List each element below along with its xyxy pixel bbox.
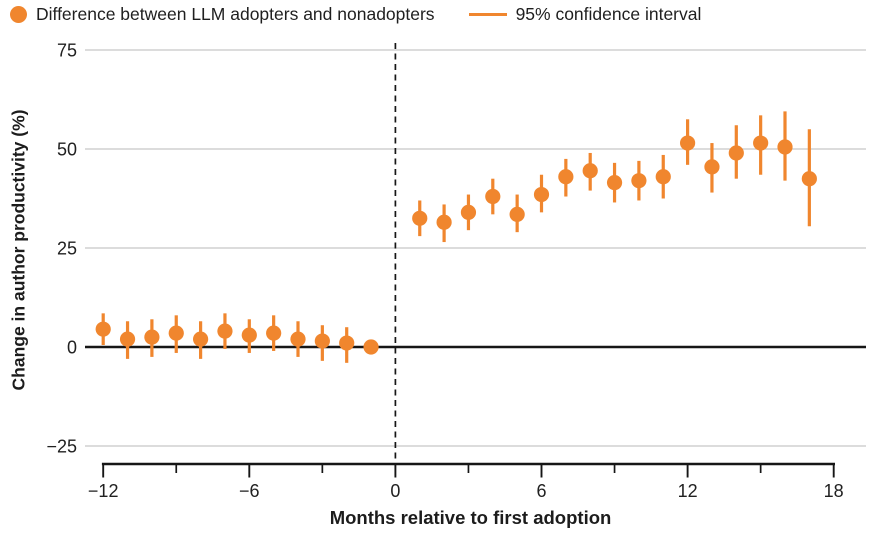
x-tick-label-12: 12 xyxy=(678,481,698,501)
data-point-month3 xyxy=(460,204,477,220)
data-point-month5 xyxy=(509,206,525,222)
data-point-month7 xyxy=(558,169,574,185)
data-point-month-8 xyxy=(193,331,209,347)
data-point-month-7 xyxy=(217,323,233,339)
x-tick-label-18: 18 xyxy=(824,481,844,501)
data-point-month16 xyxy=(777,139,793,155)
data-point-month14 xyxy=(728,145,744,161)
data-point-month-10 xyxy=(144,329,160,345)
data-point-month-1 xyxy=(363,339,379,355)
legend-difference-label: Difference between LLM adopters and nona… xyxy=(36,4,435,24)
data-point-month-4 xyxy=(290,331,306,347)
x-tick-label-0: 0 xyxy=(390,481,400,501)
data-point-month-5 xyxy=(266,325,282,341)
data-point-month17 xyxy=(801,171,817,187)
data-point-month15 xyxy=(753,135,769,151)
data-point-month6 xyxy=(533,186,550,203)
data-point-month4 xyxy=(485,188,501,205)
data-point-month-3 xyxy=(314,333,330,349)
data-point-month12 xyxy=(680,135,696,151)
legend-dot-icon xyxy=(10,6,27,23)
y-tick-label-0: 0 xyxy=(67,337,77,357)
data-point-month9 xyxy=(606,175,623,191)
legend-line-icon xyxy=(468,12,507,17)
data-point-month2 xyxy=(436,214,452,230)
legend-ci-label: 95% confidence interval xyxy=(515,4,702,24)
y-tick-label--25: −25 xyxy=(46,436,77,456)
data-point-month10 xyxy=(631,173,647,189)
x-tick-label--6: −6 xyxy=(239,481,260,501)
data-point-month11 xyxy=(655,169,671,185)
data-point-month13 xyxy=(704,159,720,175)
legend: Difference between LLM adopters and nona… xyxy=(10,4,701,25)
y-tick-label-25: 25 xyxy=(57,238,77,258)
data-point-month1 xyxy=(412,210,428,226)
y-tick-label-50: 50 xyxy=(57,139,77,159)
legend-item-confidence-interval: 95% confidence interval xyxy=(468,4,702,25)
data-point-month-11 xyxy=(119,331,136,347)
x-axis-title: Months relative to first adoption xyxy=(329,507,612,528)
x-tick-label--12: −12 xyxy=(88,481,119,501)
y-tick-label-75: 75 xyxy=(57,40,77,60)
data-point-month-9 xyxy=(168,325,184,341)
data-point-month-2 xyxy=(339,335,355,351)
data-point-month-12 xyxy=(95,321,111,337)
data-point-month8 xyxy=(582,163,598,179)
x-tick-label-6: 6 xyxy=(536,481,546,501)
data-point-month-6 xyxy=(241,327,257,343)
legend-item-difference: Difference between LLM adopters and nona… xyxy=(10,4,435,25)
